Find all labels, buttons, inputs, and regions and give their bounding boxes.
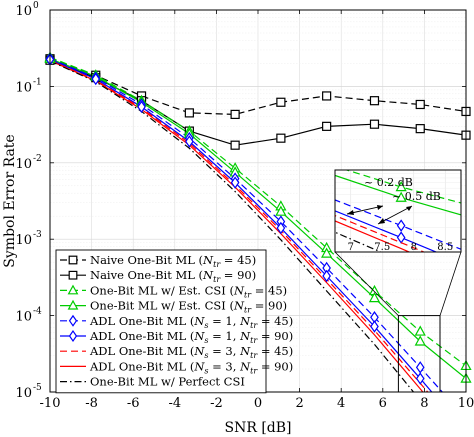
legend-entry-3: One-Bit ML w/ Est. CSI (Ntr = 45)	[90, 283, 287, 299]
series-4-point	[368, 291, 381, 303]
inset-x-tick-label: 7	[348, 242, 354, 253]
y-tick-label: 10	[15, 386, 32, 401]
series-line-5	[50, 58, 444, 392]
inset-plot: 7 7.5 8 8.5 ~ 0.2 dB~ 0.5 dB	[334, 169, 462, 253]
y-tick-exponent: -4	[33, 307, 42, 317]
series-6-point	[137, 100, 146, 114]
inset-x-tick-label: 8.5	[437, 242, 453, 253]
series-line-4	[50, 58, 466, 380]
inset-frame	[334, 169, 462, 253]
series-1-point	[322, 91, 332, 101]
x-tick-label: 2	[295, 396, 303, 411]
x-tick-label: 0	[254, 396, 262, 411]
legend-marker-3	[67, 284, 79, 295]
legend-entry-4: One-Bit ML w/ Est. CSI (Ntr = 90)	[90, 299, 287, 315]
legend-entry-1: Naive One-Bit ML (Ntr = 45)	[90, 253, 256, 269]
legend-entry-9: One-Bit ML w/ Perfect CSI	[90, 375, 245, 389]
y-tick-exponent: -1	[33, 77, 42, 87]
series-line-8	[50, 59, 424, 392]
x-axis-label: SNR [dB]	[224, 420, 291, 436]
series-6-point	[276, 221, 286, 235]
zoom-box	[397, 315, 441, 393]
inset-series-5-point	[396, 219, 406, 232]
inset-x-tick-label: 7.5	[374, 242, 390, 253]
axis-ticks: -10 -8 -6 -4 -2 0 2 4 6 8 1010-510-410-310-210-110…	[15, 1, 474, 411]
legend-entry-7: ADL One-Bit ML (Ns = 3, Ntr = 45)	[89, 344, 293, 360]
x-tick-label: 6	[379, 396, 387, 411]
legend-marker-6	[68, 330, 78, 342]
series-2-point	[230, 140, 240, 150]
annotation-0p5db: ~ 0.5 dB	[392, 190, 441, 203]
series-2-point	[369, 119, 380, 129]
annotation-arrowhead	[406, 206, 412, 211]
x-tick-label: -10	[40, 396, 61, 411]
zoom-region	[334, 251, 462, 393]
series-1-point	[184, 108, 194, 118]
annotation-arrowhead	[378, 218, 385, 224]
series-4-point	[321, 247, 333, 258]
x-tick-label: -4	[168, 396, 181, 411]
x-tick-label: 4	[337, 396, 345, 411]
series-2-point	[415, 124, 425, 134]
y-tick-label: 10	[15, 233, 32, 248]
annotation-arrowhead	[347, 210, 354, 215]
x-tick-label: -8	[85, 396, 98, 411]
series-2-point	[276, 133, 286, 143]
legend-entry-5: ADL One-Bit ML (Ns = 1, Ntr = 45)	[89, 314, 293, 330]
x-tick-label: 10	[458, 396, 474, 411]
legend-marker-2	[68, 270, 78, 280]
legend-box	[55, 249, 267, 394]
series-line-7	[50, 59, 429, 392]
zoom-connector	[334, 251, 399, 316]
series-1-point	[369, 96, 380, 106]
y-tick-label: 10	[15, 80, 32, 95]
series-3-point	[414, 325, 426, 336]
series-lines	[50, 56, 466, 392]
series-4-point	[414, 335, 426, 346]
y-tick-exponent: -3	[33, 230, 42, 240]
series-1-point	[230, 109, 240, 120]
inset-series-4-point	[395, 191, 407, 202]
annotation-arrowhead	[377, 205, 383, 210]
series-line-9	[50, 60, 415, 392]
zoom-connector	[439, 251, 462, 316]
y-tick-label: 10	[15, 4, 32, 19]
legend: Naive One-Bit ML (Ntr = 45)Naive One-Bit…	[55, 249, 293, 394]
annotation-0p2db: ~ 0.2 dB	[364, 176, 413, 189]
y-tick-exponent: -5	[33, 383, 42, 393]
series-1-point	[276, 97, 286, 107]
legend-entry-8: ADL One-Bit ML (Ns = 3, Ntr = 90)	[89, 359, 293, 375]
y-tick-label: 10	[15, 157, 32, 172]
legend-marker-1	[68, 255, 78, 265]
inset-x-tick-label: 8	[411, 242, 417, 253]
series-6-point	[370, 320, 379, 333]
series-1-point	[415, 99, 425, 110]
series-6-point	[185, 135, 194, 148]
legend-entry-6: ADL One-Bit ML (Ns = 1, Ntr = 90)	[89, 329, 293, 345]
series-4-point	[275, 205, 287, 216]
series-6-point	[230, 176, 240, 189]
x-tick-label: 8	[420, 396, 428, 411]
series-6-point	[415, 372, 425, 385]
inset-series-3-point	[395, 180, 407, 192]
legend-marker-4	[67, 299, 79, 310]
series-line-3	[50, 56, 466, 367]
series-line-6	[50, 58, 433, 392]
x-tick-label: -2	[210, 396, 223, 411]
series-2-point	[322, 121, 332, 131]
legend-entry-2: Naive One-Bit ML (Ntr = 90)	[90, 268, 256, 284]
series-6-point	[322, 269, 331, 283]
x-tick-label: -6	[127, 396, 140, 411]
legend-marker-5	[68, 314, 78, 327]
y-tick-exponent: -2	[33, 154, 42, 164]
y-tick-exponent: 0	[33, 1, 39, 11]
y-tick-label: 10	[15, 310, 32, 325]
y-axis-label: Symbol Error Rate	[2, 134, 18, 267]
series-6-point	[91, 72, 101, 86]
inset-series	[335, 170, 461, 252]
